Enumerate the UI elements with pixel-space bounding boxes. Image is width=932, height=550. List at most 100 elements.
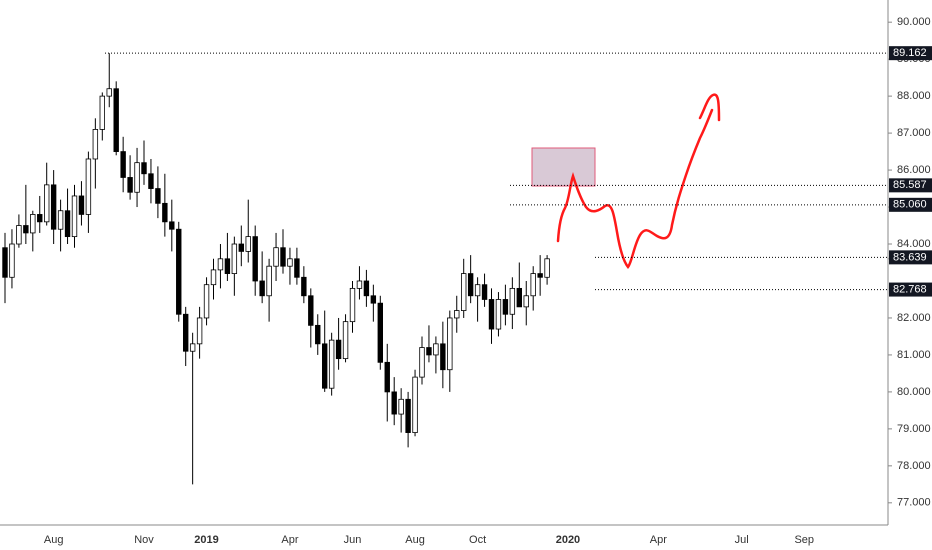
candle-body — [245, 236, 251, 252]
candle-body — [141, 162, 147, 175]
candle-body — [412, 376, 418, 433]
x-tick-label: Nov — [134, 534, 154, 546]
y-tick-label: 77.000 — [897, 497, 931, 509]
highlight-box — [531, 147, 596, 187]
candle-body — [321, 343, 328, 389]
candle-body — [349, 287, 356, 323]
candle-body — [280, 247, 286, 267]
candle-body — [155, 188, 161, 204]
x-tick-label: Aug — [405, 534, 425, 546]
candle-body — [328, 339, 335, 389]
level-label-box — [889, 46, 932, 61]
candle-body — [30, 214, 36, 234]
candle-body — [481, 284, 488, 300]
level-label: 85.060 — [893, 199, 927, 211]
level-label: 82.768 — [893, 283, 927, 295]
candle-body — [474, 284, 481, 297]
candle-body — [189, 343, 196, 352]
candle-body — [64, 210, 71, 238]
annotation-curve-tip — [698, 93, 721, 122]
candle-body — [460, 273, 467, 311]
x-tick-label: 2020 — [556, 534, 580, 546]
candle-body — [419, 347, 425, 378]
candle-body — [217, 258, 224, 271]
level-label-box — [889, 178, 932, 193]
y-tick-label: 87.000 — [897, 127, 931, 139]
candle-body — [134, 162, 140, 193]
candle-body — [530, 273, 536, 297]
x-tick-label: 2019 — [194, 534, 218, 546]
y-tick-label: 82.000 — [897, 312, 931, 324]
candle-body — [23, 225, 29, 234]
candle-body — [252, 236, 258, 282]
candle-body — [294, 258, 300, 278]
candle-body — [447, 317, 453, 371]
x-tick-label: Jul — [735, 534, 749, 546]
candle-body — [308, 295, 314, 326]
candle-body — [495, 299, 502, 330]
candle-body — [426, 347, 432, 356]
x-tick-label: Oct — [469, 534, 486, 546]
price-axis: 77.000 78.000 79.000 80.000 81.000 82.000 83.6… — [888, 16, 932, 509]
candle-body — [370, 295, 377, 304]
candle-body — [544, 258, 550, 278]
candle-body — [50, 184, 57, 230]
y-tick-label: 86.000 — [897, 164, 931, 176]
candle-body — [440, 343, 446, 371]
x-tick-label: Apr — [281, 534, 298, 546]
candle-body — [210, 269, 217, 286]
candle-body — [176, 228, 182, 315]
candle-body — [71, 195, 78, 238]
candle-body — [92, 129, 99, 160]
candle-body — [259, 280, 265, 297]
candle-body — [433, 343, 439, 356]
y-tick-label: 84.000 — [897, 238, 931, 250]
level-label-box — [889, 282, 932, 297]
candle-body — [398, 398, 404, 415]
candle-body — [287, 258, 293, 267]
level-label: 89.162 — [893, 47, 927, 59]
candle-body — [106, 88, 112, 97]
candle-body — [85, 158, 92, 215]
candle-body — [488, 299, 495, 330]
candle-body — [391, 391, 397, 415]
candle-body — [384, 361, 390, 393]
candle-body — [516, 287, 522, 308]
y-tick-label: 81.000 — [897, 349, 931, 361]
candle-body — [120, 151, 126, 178]
candle-body — [113, 88, 119, 152]
candle-body — [78, 195, 85, 215]
candle-body — [467, 273, 474, 297]
candle-body — [99, 95, 105, 130]
level-label: 83.639 — [893, 251, 927, 263]
candle-body — [224, 258, 231, 274]
candle-body — [523, 295, 529, 308]
candle-body — [169, 221, 175, 230]
candle-body — [37, 214, 43, 223]
y-tick-label: 79.000 — [897, 423, 931, 435]
candle-body — [356, 280, 363, 289]
candle-body — [203, 284, 210, 319]
candle-body — [231, 243, 238, 274]
x-tick-label: Sep — [794, 534, 814, 546]
level-label-box — [889, 197, 932, 212]
candle-body — [238, 243, 244, 252]
candle-body — [405, 398, 411, 433]
candle-body — [315, 324, 321, 345]
candle-body — [266, 265, 272, 297]
candle-body — [2, 247, 8, 278]
x-tick-label: Apr — [650, 534, 667, 546]
y-tick-label: 80.000 — [897, 386, 931, 398]
candle-body — [148, 173, 154, 189]
candle-body — [162, 202, 168, 223]
candle-body — [537, 273, 543, 278]
y-tick-label: 88.000 — [897, 90, 931, 102]
x-tick-label: Jun — [344, 534, 362, 546]
candle-body — [16, 225, 22, 245]
candle-body — [301, 276, 307, 297]
candle-body — [363, 280, 370, 297]
candle-body — [44, 184, 50, 223]
candle-body — [342, 321, 349, 360]
candle-body — [273, 247, 279, 267]
